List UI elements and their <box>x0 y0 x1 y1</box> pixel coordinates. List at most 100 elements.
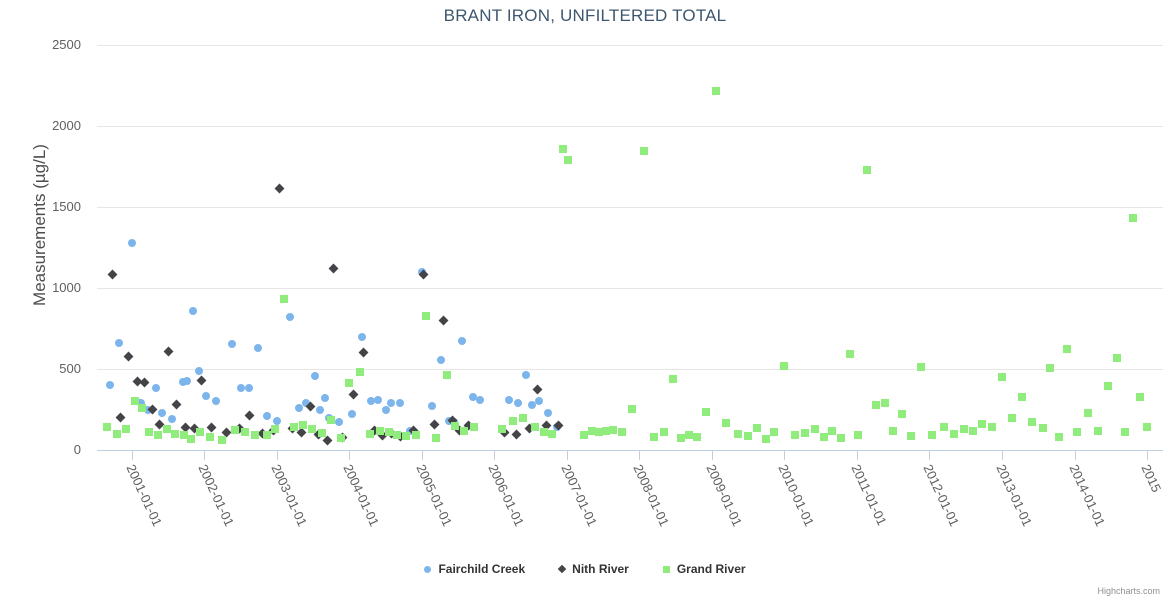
data-point[interactable] <box>693 433 702 442</box>
data-point[interactable] <box>564 156 573 165</box>
data-point[interactable] <box>381 405 390 414</box>
data-point[interactable] <box>871 401 880 410</box>
data-point[interactable] <box>504 395 513 404</box>
data-point[interactable] <box>236 384 245 393</box>
data-point[interactable] <box>336 433 345 442</box>
data-point[interactable] <box>194 366 203 375</box>
data-point[interactable] <box>412 430 421 439</box>
data-point[interactable] <box>162 424 171 433</box>
data-point[interactable] <box>509 416 518 425</box>
data-point[interactable] <box>115 412 126 423</box>
data-point[interactable] <box>158 408 167 417</box>
data-point[interactable] <box>602 426 611 435</box>
data-point[interactable] <box>422 311 431 320</box>
data-point[interactable] <box>800 428 809 437</box>
data-point[interactable] <box>863 165 872 174</box>
data-point[interactable] <box>307 424 316 433</box>
data-point[interactable] <box>317 428 326 437</box>
data-point[interactable] <box>335 418 344 427</box>
data-point[interactable] <box>660 428 669 437</box>
data-point[interactable] <box>845 349 854 358</box>
data-point[interactable] <box>178 377 187 386</box>
data-point[interactable] <box>1121 428 1130 437</box>
data-point[interactable] <box>916 362 925 371</box>
data-point[interactable] <box>889 426 898 435</box>
data-point[interactable] <box>497 424 506 433</box>
data-point[interactable] <box>880 399 889 408</box>
data-point[interactable] <box>677 433 686 442</box>
data-point[interactable] <box>355 368 364 377</box>
data-point[interactable] <box>609 425 618 434</box>
data-point[interactable] <box>367 397 376 406</box>
data-point[interactable] <box>245 384 254 393</box>
legend-item-fairchild-creek[interactable]: Fairchild Creek <box>424 562 525 576</box>
data-point[interactable] <box>539 428 548 437</box>
data-point[interactable] <box>668 374 677 383</box>
data-point[interactable] <box>618 428 627 437</box>
data-point[interactable] <box>519 414 528 423</box>
data-point[interactable] <box>358 347 369 358</box>
data-point[interactable] <box>1135 393 1144 402</box>
data-point[interactable] <box>137 403 146 412</box>
data-point[interactable] <box>854 431 863 440</box>
data-point[interactable] <box>396 399 405 408</box>
data-point[interactable] <box>139 377 150 388</box>
data-point[interactable] <box>752 424 761 433</box>
data-point[interactable] <box>171 399 182 410</box>
data-point[interactable] <box>271 424 280 433</box>
data-point[interactable] <box>280 294 289 303</box>
data-point[interactable] <box>897 410 906 419</box>
data-point[interactable] <box>429 419 440 430</box>
data-point[interactable] <box>285 313 294 322</box>
data-point[interactable] <box>511 429 522 440</box>
data-point[interactable] <box>438 315 449 326</box>
data-point[interactable] <box>1038 424 1047 433</box>
data-point[interactable] <box>470 423 479 432</box>
data-point[interactable] <box>1128 213 1137 222</box>
data-point[interactable] <box>451 421 460 430</box>
data-point[interactable] <box>108 269 118 280</box>
legend-item-nith-river[interactable]: Nith River <box>557 562 629 576</box>
data-point[interactable] <box>837 433 846 442</box>
data-point[interactable] <box>272 416 281 425</box>
data-point[interactable] <box>475 395 484 404</box>
data-point[interactable] <box>262 431 271 440</box>
data-point[interactable] <box>171 429 180 438</box>
data-point[interactable] <box>513 399 522 408</box>
data-point[interactable] <box>387 399 396 408</box>
data-point[interactable] <box>548 429 557 438</box>
data-point[interactable] <box>180 430 189 439</box>
data-point[interactable] <box>106 381 115 390</box>
data-point[interactable] <box>290 423 299 432</box>
data-point[interactable] <box>298 420 307 429</box>
data-point[interactable] <box>442 371 451 380</box>
data-point[interactable] <box>734 429 743 438</box>
data-point[interactable] <box>163 346 174 357</box>
data-point[interactable] <box>230 425 239 434</box>
data-point[interactable] <box>196 375 207 386</box>
data-point[interactable] <box>195 428 204 437</box>
data-point[interactable] <box>320 394 329 403</box>
data-point[interactable] <box>522 370 531 379</box>
data-point[interactable] <box>628 404 637 413</box>
data-point[interactable] <box>145 428 154 437</box>
data-point[interactable] <box>115 339 124 348</box>
data-point[interactable] <box>240 428 249 437</box>
data-point[interactable] <box>969 426 977 435</box>
data-point[interactable] <box>227 339 236 348</box>
data-point[interactable] <box>103 422 112 431</box>
data-point[interactable] <box>722 419 731 428</box>
data-point[interactable] <box>310 372 319 381</box>
data-point[interactable] <box>253 343 262 352</box>
data-point[interactable] <box>1018 392 1027 401</box>
data-point[interactable] <box>531 422 539 431</box>
data-point[interactable] <box>262 411 271 420</box>
data-point[interactable] <box>684 430 693 439</box>
data-point[interactable] <box>301 399 310 408</box>
data-point[interactable] <box>206 433 215 442</box>
data-point[interactable] <box>122 424 130 433</box>
data-point[interactable] <box>712 87 721 96</box>
data-point[interactable] <box>137 399 146 408</box>
data-point[interactable] <box>950 429 959 438</box>
data-point[interactable] <box>987 422 996 431</box>
